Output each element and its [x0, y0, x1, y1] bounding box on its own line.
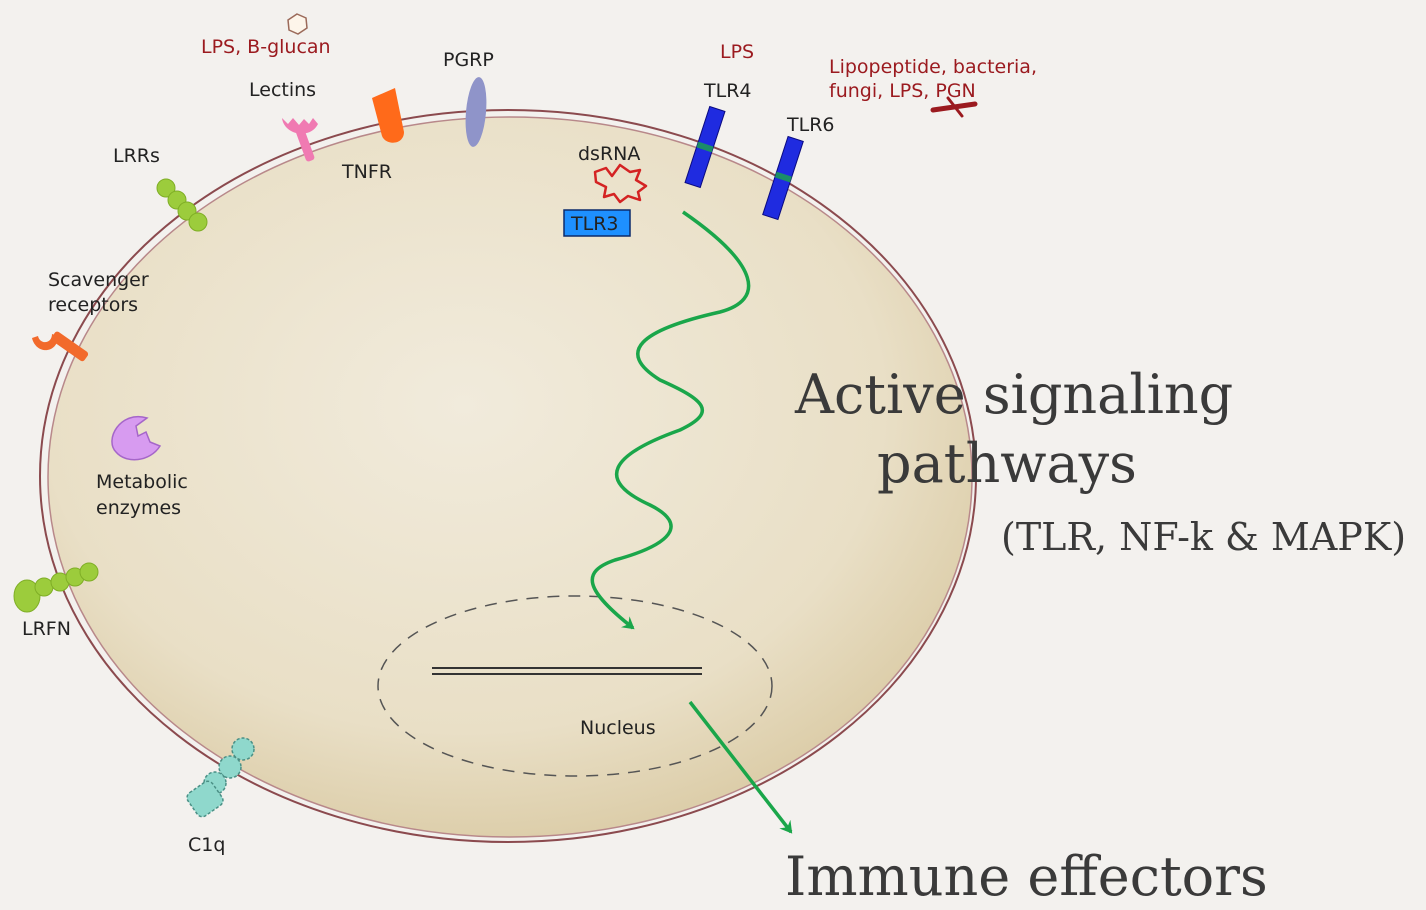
- receptor-lrrs-label: LRRs: [113, 145, 160, 167]
- receptor-pgrp-label: PGRP: [443, 49, 494, 71]
- enzyme-icon: [111, 415, 162, 461]
- ligand-lipopeptide-line2: fungi, LPS, PGN: [829, 80, 976, 102]
- pathway-title-line2: pathways: [877, 432, 1137, 495]
- pgn-icon: [930, 96, 978, 118]
- receptor-tlr4-label: TLR4: [703, 80, 751, 102]
- pgrp-icon: [465, 77, 487, 147]
- ligand-lps: LPS: [720, 41, 754, 63]
- receptor-c1q-label: C1q: [188, 834, 225, 856]
- receptor-scavenger-label-1: Scavenger: [48, 269, 149, 291]
- cell-cytoplasm: [47, 116, 973, 838]
- effector-arrow: [688, 700, 793, 834]
- receptor-scavenger-label-2: receptors: [48, 294, 138, 316]
- receptor-lectins-label: Lectins: [249, 79, 316, 101]
- dsrna-label: dsRNA: [578, 143, 640, 165]
- tlr3-box: [563, 209, 631, 237]
- tnfr-icon: [372, 88, 404, 143]
- hexagon-icon: [287, 13, 308, 35]
- lrfn-icon: [13, 562, 99, 613]
- tlr6-icon: [762, 135, 804, 221]
- receptor-tlr3-label: TLR3: [570, 213, 618, 235]
- immune-effectors-label: Immune effectors: [785, 845, 1268, 908]
- nucleus-label: Nucleus: [580, 717, 656, 739]
- pathway-subtitle: (TLR, NF-k & MAPK): [1001, 515, 1406, 559]
- receptor-tlr6-label: TLR6: [786, 114, 834, 136]
- lrr-icon: [156, 178, 208, 232]
- lectin-icon: [282, 118, 318, 162]
- ligand-lipopeptide-line1: Lipopeptide, bacteria,: [829, 56, 1037, 78]
- tlr4-icon: [684, 105, 726, 189]
- receptor-tnfr-label: TNFR: [341, 161, 392, 183]
- enzyme-label-2: enzymes: [96, 497, 181, 519]
- scavenger-icon: [32, 331, 89, 362]
- cell: [39, 109, 977, 843]
- signaling-arrow: [590, 210, 751, 630]
- cell-membrane-outer: [39, 109, 977, 843]
- dsrna-icon: [593, 163, 648, 204]
- c1q-icon: [186, 737, 255, 818]
- pathway-title-line1: Active signaling: [794, 363, 1233, 426]
- enzyme-label-1: Metabolic: [96, 471, 188, 493]
- ligand-lps-bglucan: LPS, B-glucan: [201, 36, 331, 58]
- receptor-lrfn-label: LRFN: [22, 618, 71, 640]
- nucleus: Nucleus: [377, 595, 773, 777]
- nucleus-envelope: [377, 595, 773, 777]
